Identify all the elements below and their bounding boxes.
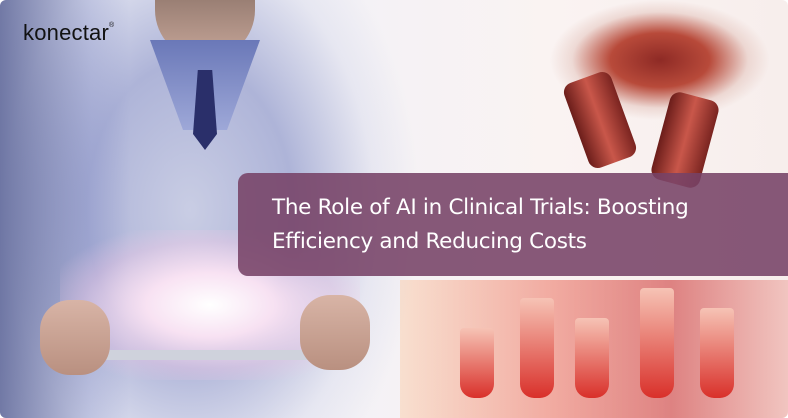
test-tube xyxy=(700,308,734,398)
right-hand xyxy=(300,295,370,370)
test-tube xyxy=(640,288,674,398)
left-hand xyxy=(40,300,110,375)
test-tube xyxy=(575,318,609,398)
test-tube xyxy=(460,328,494,398)
scientist-tie xyxy=(193,70,217,150)
article-title: The Role of AI in Clinical Trials: Boost… xyxy=(272,195,689,254)
konectar-logo: konectar® xyxy=(23,20,115,45)
test-tube xyxy=(520,298,554,398)
title-banner xyxy=(238,173,788,276)
